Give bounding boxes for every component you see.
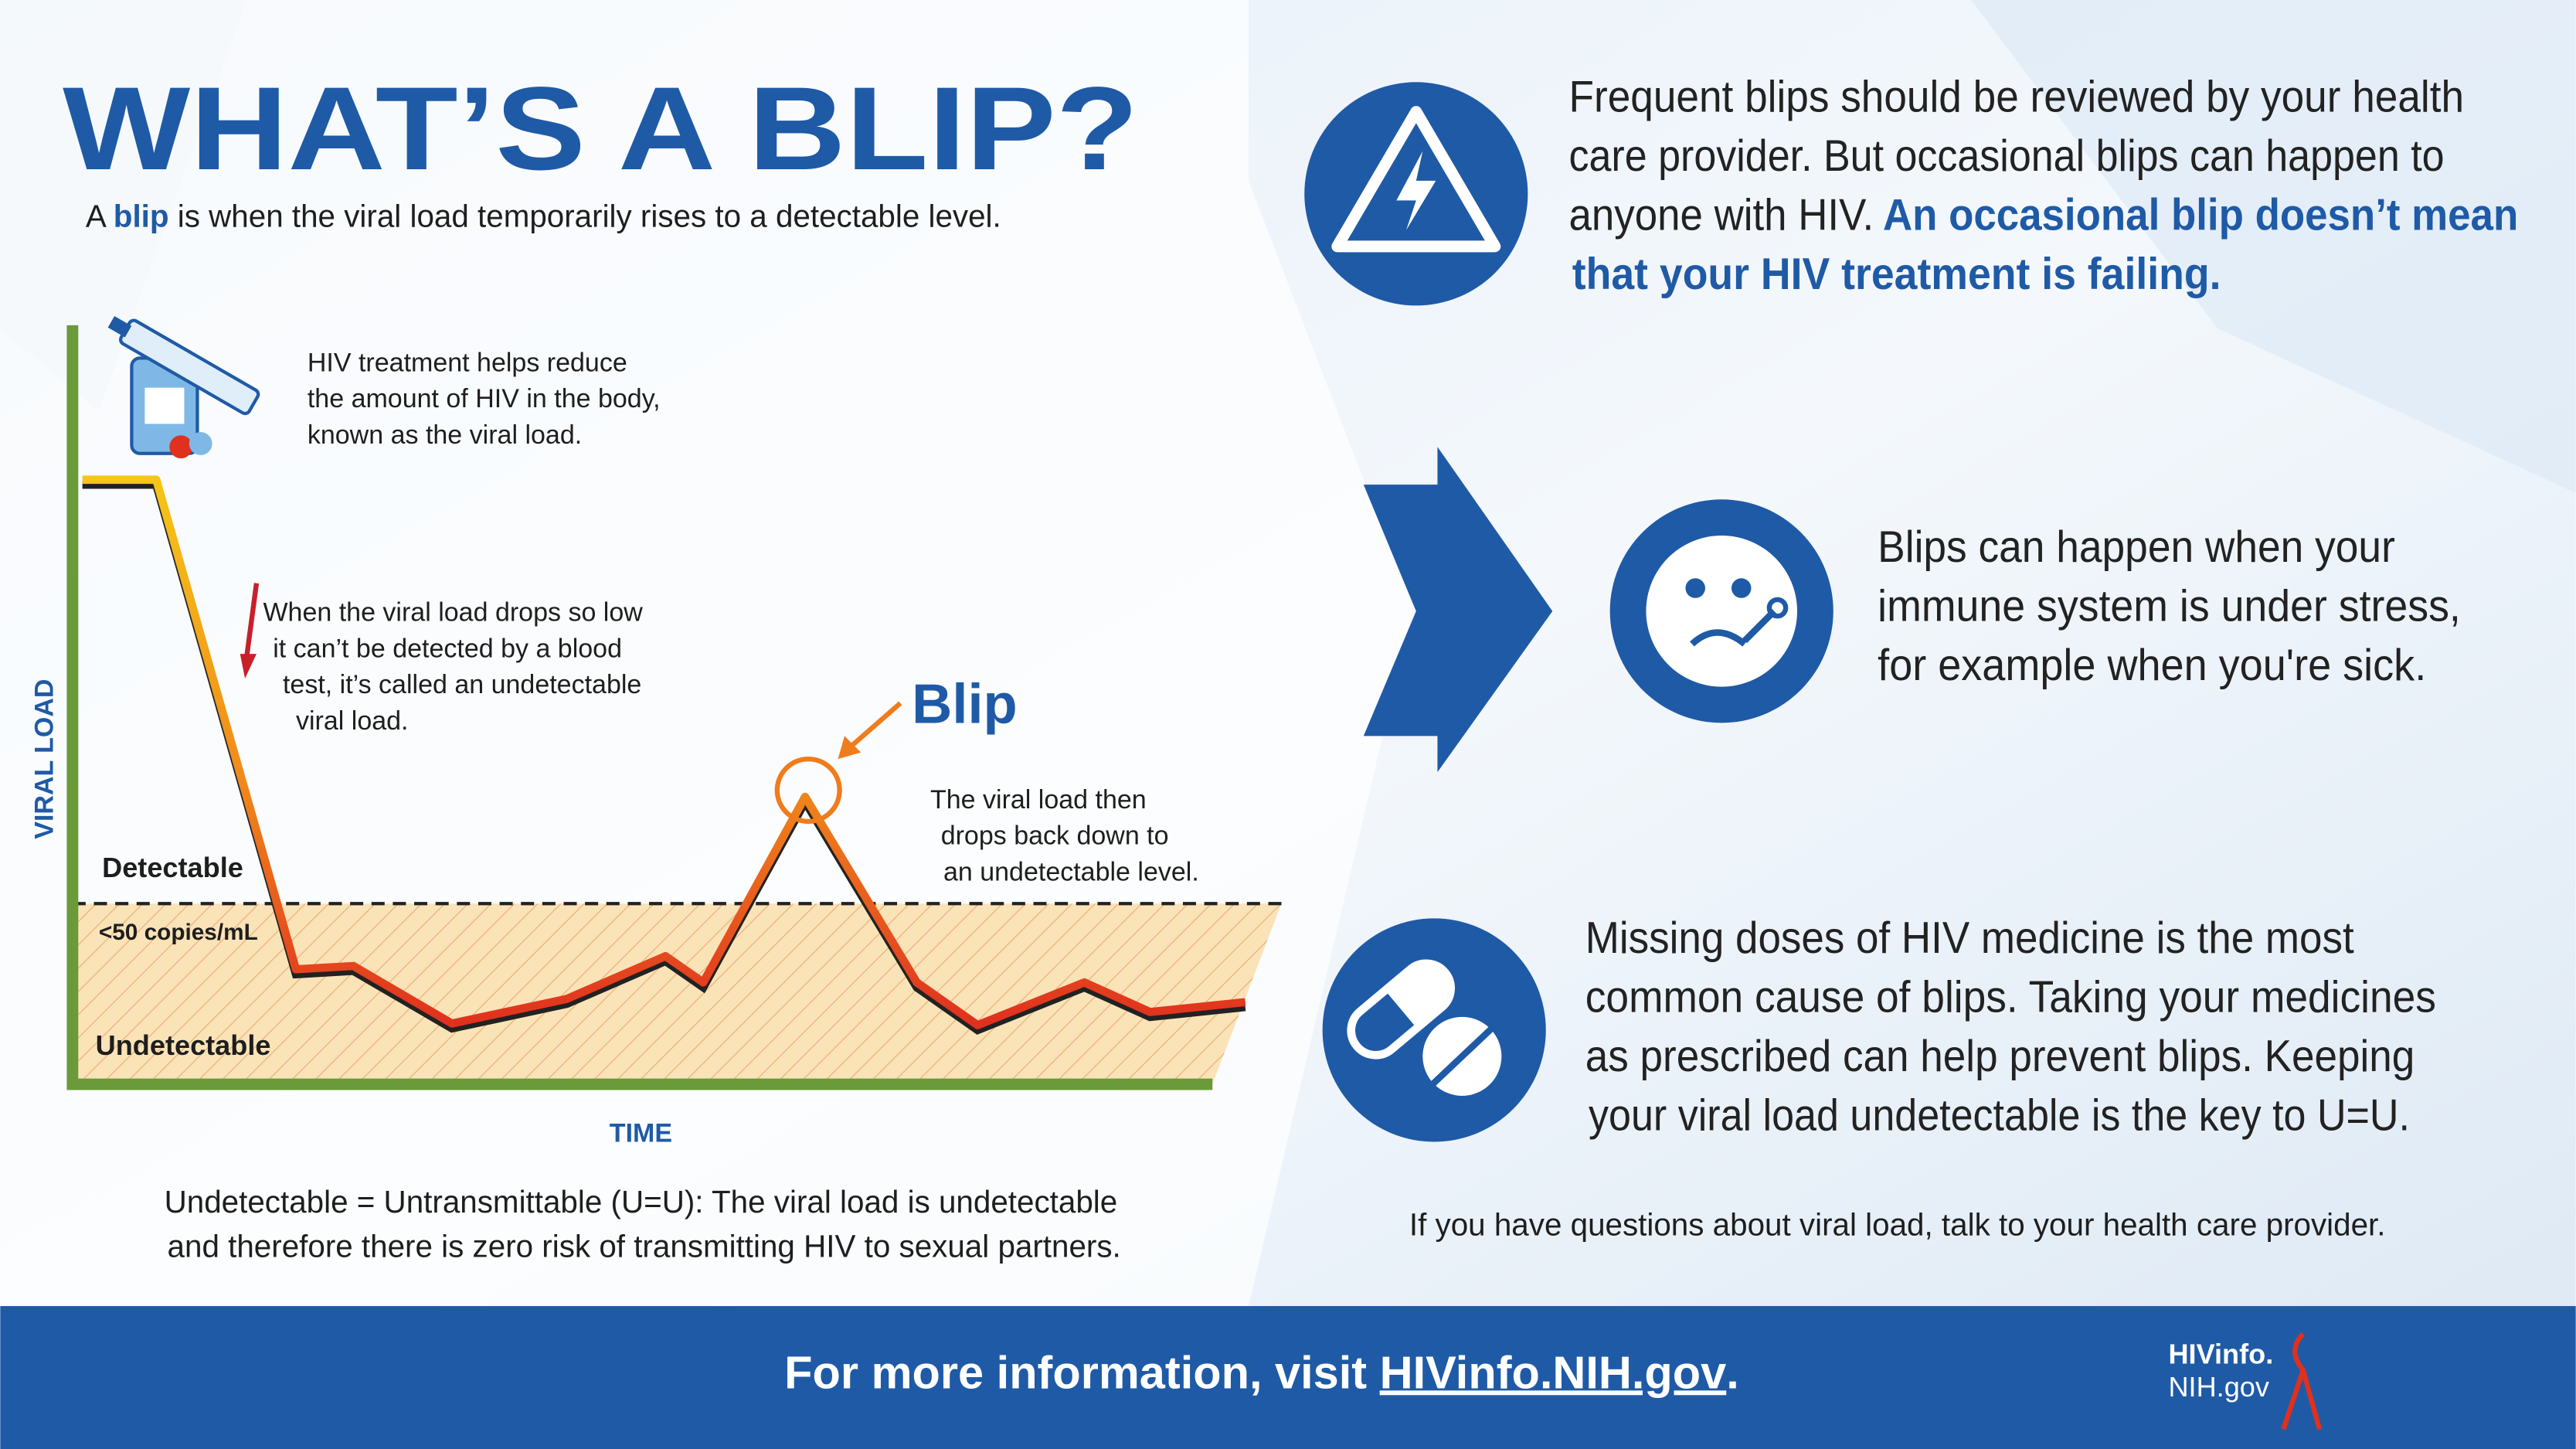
drop-arrow — [244, 583, 260, 658]
provider-note: If you have questions about viral load, … — [1409, 1207, 2386, 1243]
title: WHAT’S A BLIP? — [63, 63, 1138, 195]
point-line: anyone with HIV.An occasional blip doesn… — [1569, 191, 2519, 240]
point-line: for example when you're sick. — [1878, 641, 2426, 690]
level-label: Detectable — [102, 852, 243, 883]
point-line: Blips can happen when your — [1878, 522, 2395, 572]
footer-lead: For more information, visit — [784, 1346, 1379, 1398]
subtitle: A blip is when the viral load temporaril… — [86, 198, 1001, 233]
note-line: viral load. — [296, 706, 409, 736]
drop-arrowhead — [240, 654, 257, 679]
footer-end: . — [1726, 1346, 1739, 1398]
logo-text: HIVinfo. — [2168, 1338, 2273, 1369]
undetectable-zone — [72, 903, 1282, 1085]
footer-text: For more information, visit HIVinfo.NIH.… — [784, 1346, 1739, 1398]
note-line: The viral load then — [930, 785, 1147, 815]
blip-circle — [774, 756, 842, 825]
axes — [66, 325, 1213, 1090]
x-axis-label: TIME — [610, 1118, 672, 1148]
left-panel — [0, 0, 1413, 1307]
note-line: drops back down to — [941, 821, 1169, 851]
chevron — [1363, 447, 1553, 773]
uu-note-line: Undetectable = Untransmittable (U=U): Th… — [165, 1184, 1118, 1219]
logo-text: NIH.gov — [2168, 1371, 2269, 1403]
warning-icon — [1304, 82, 1528, 306]
point-emphasis: An occasional blip doesn’t mean — [1883, 191, 2518, 240]
pill-icon — [1322, 918, 1546, 1142]
subtitle-text: is when the viral load temporarily rises… — [169, 198, 1001, 233]
point-line: Missing doses of HIV medicine is the mos… — [1585, 913, 2354, 963]
point-line: immune system is under stress, — [1878, 582, 2461, 631]
footer-link[interactable]: HIVinfo.NIH.gov — [1380, 1346, 1727, 1398]
bg-shape — [1971, 0, 2576, 493]
y-axis-label: VIRAL LOAD — [29, 679, 59, 839]
note-line: known as the viral load. — [308, 420, 582, 450]
logo: HIVinfo. NIH.gov — [2168, 1332, 2323, 1430]
note-line: it can’t be detected by a blood — [273, 634, 622, 663]
blip-label: Blip — [912, 673, 1018, 735]
point-text: anyone with HIV. — [1569, 191, 1874, 240]
point-line: your viral load undetectable is the key … — [1589, 1091, 2410, 1141]
note-line: an undetectable level. — [943, 857, 1199, 886]
level-label: <50 copies/mL — [99, 920, 258, 945]
note-line: the amount of HIV in the body, — [308, 384, 661, 413]
point-line: Frequent blips should be reviewed by you… — [1569, 73, 2465, 122]
note-line: When the viral load drops so low — [263, 598, 643, 628]
subtitle-text: A — [86, 198, 114, 233]
point-line: care provider. But occasional blips can … — [1569, 131, 2445, 181]
point-emphasis: that your HIV treatment is failing. — [1572, 250, 2221, 299]
sick-face-icon — [1609, 499, 1833, 723]
note-line: test, it’s called an undetectable — [283, 670, 641, 699]
note-line: HIV treatment helps reduce — [308, 348, 627, 377]
medicine-icon — [107, 316, 260, 459]
blip-arrow — [846, 701, 902, 751]
footer-band — [0, 1306, 2576, 1449]
logo-ribbon — [2281, 1332, 2323, 1430]
viral-load-curve — [82, 475, 1246, 1029]
uu-note-line: and therefore there is zero risk of tran… — [168, 1228, 1121, 1264]
point-line: as prescribed can help prevent blips. Ke… — [1585, 1032, 2415, 1081]
point-line: common cause of blips. Taking your medic… — [1585, 973, 2436, 1022]
level-label: Undetectable — [96, 1029, 271, 1061]
blip-arrowhead — [838, 736, 861, 760]
subtitle-emphasis: blip — [114, 198, 169, 233]
